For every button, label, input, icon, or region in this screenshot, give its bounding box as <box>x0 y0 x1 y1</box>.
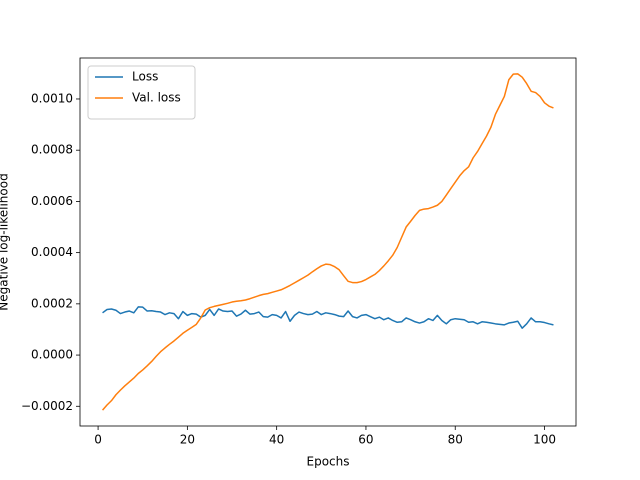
x-axis-label: Epochs <box>307 455 350 469</box>
y-tick-label: 0.0000 <box>31 348 73 362</box>
legend-label: Loss <box>132 70 158 84</box>
y-tick-label: 0.0010 <box>31 91 73 105</box>
x-tick-label: 60 <box>358 433 373 447</box>
y-tick-label: −0.0002 <box>21 399 73 413</box>
series-line <box>101 73 554 411</box>
y-tick-label: 0.0004 <box>31 245 73 259</box>
y-tick-label: 0.0002 <box>31 296 73 310</box>
x-tick-label: 40 <box>269 433 284 447</box>
x-tick-label: 100 <box>533 433 556 447</box>
legend-label: Val. loss <box>132 91 181 105</box>
legend-box <box>87 65 196 120</box>
y-tick-label: 0.0006 <box>31 194 73 208</box>
series-line <box>102 306 554 329</box>
x-tick-label: 0 <box>94 433 102 447</box>
x-tick-label: 20 <box>180 433 195 447</box>
x-tick-label: 80 <box>448 433 463 447</box>
plot-frame <box>79 57 577 427</box>
y-axis-label: Negative log-likelihood <box>0 173 11 310</box>
y-tick-label: 0.0008 <box>31 143 73 157</box>
